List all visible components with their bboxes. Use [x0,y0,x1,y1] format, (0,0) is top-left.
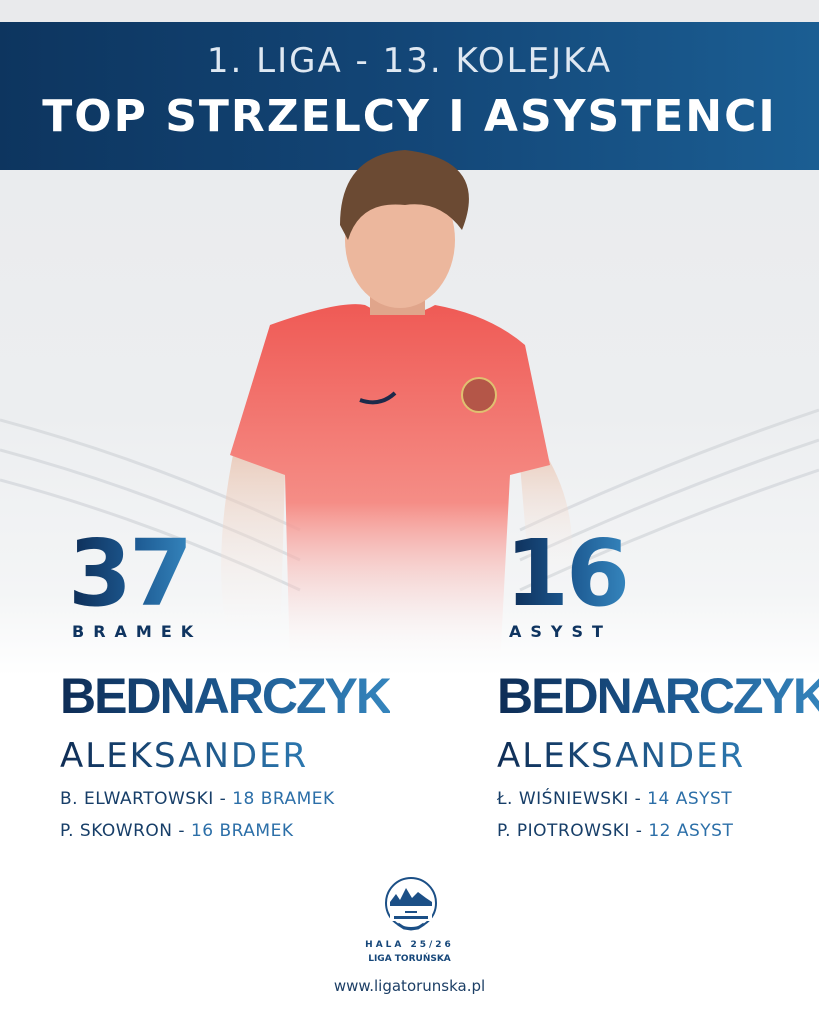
runner-up-scorer: P. SKOWRON - 16 BRAMEK [60,820,370,842]
runner-up-scorer: B. ELWARTOWSKI - 18 BRAMEK [60,788,370,810]
runner-name: P. SKOWRON - [60,821,191,841]
runner-up-assister: Ł. WIŚNIEWSKI - 14 ASYST [497,788,807,810]
league-label: LIGA TORUŃSKA [368,954,451,964]
assists-unit: ASYST [509,622,612,641]
runner-value: 12 ASYST [648,821,734,841]
runner-value: 18 BRAMEK [232,789,335,809]
goals-unit: BRAMEK [72,622,203,641]
runner-name: Ł. WIŚNIEWSKI - [497,789,648,809]
assists-count: 16 [505,520,630,627]
scorer-last-name: BEDNARCZYK [60,664,392,728]
header-band [0,22,819,170]
runner-up-assister: P. PIOTROWSKI - 12 ASYST [497,820,807,842]
scorer-first-name: ALEKSANDER [60,736,309,776]
league-logo [385,877,437,931]
top-scorer-section: 37 BRAMEK BEDNARCZYK ALEKSANDER B. ELWAR… [60,520,392,842]
player-photo [221,150,572,665]
website-link[interactable]: www.ligatorunska.pl [333,977,486,995]
runner-value: 16 BRAMEK [190,821,294,841]
assister-first-name: ALEKSANDER [497,736,746,776]
runner-value: 14 ASYST [647,789,733,809]
top-assister-section: 16 ASYST BEDNARCZYK ALEKSANDER Ł. WIŚNIE… [497,520,819,842]
assister-last-name: BEDNARCZYK [497,664,819,728]
season-label: HALA 25/26 [365,940,454,950]
runner-name: B. ELWARTOWSKI - [60,789,233,809]
goals-count: 37 [68,520,193,627]
round-subtitle: 1. LIGA - 13. KOLEJKA [206,41,613,81]
runner-name: P. PIOTROWSKI - [497,821,649,841]
page-title: TOP STRZELCY I ASYSTENCI [42,91,777,142]
